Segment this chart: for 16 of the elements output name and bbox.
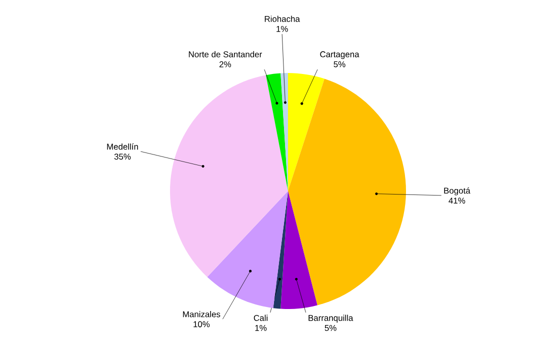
data-label: 2% xyxy=(220,61,232,68)
data-label: 5% xyxy=(324,324,336,331)
data-label: 5% xyxy=(334,61,346,68)
slice-label: Bogotá xyxy=(444,187,470,196)
data-label: 1% xyxy=(255,324,267,331)
data-label: 35% xyxy=(114,154,131,160)
slice-label: Barranquilla xyxy=(308,314,354,323)
slice-label: Manizales xyxy=(183,311,220,318)
slice-label: Cali xyxy=(254,314,268,321)
slice-label: Riohacha xyxy=(264,16,300,22)
data-label: 10% xyxy=(194,321,210,328)
slice-label: Norte de Santander xyxy=(188,51,262,58)
data-label: 41% xyxy=(448,198,466,204)
slice-label: Cartagena xyxy=(320,51,360,59)
slice-label: Medellín xyxy=(107,143,138,150)
data-label: 1% xyxy=(276,26,288,32)
